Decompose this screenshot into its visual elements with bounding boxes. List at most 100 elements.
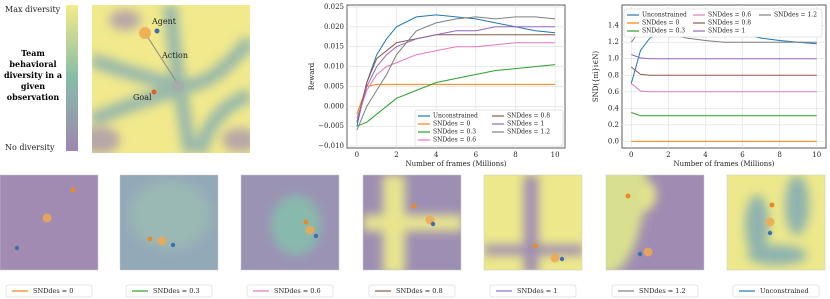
legend-label: SNDdes = 1 xyxy=(708,28,745,35)
goal-dot xyxy=(559,256,565,262)
legend-label: SNDdes = 0.3 xyxy=(642,28,685,35)
panel-heatmap xyxy=(241,175,339,270)
goal-label: Goal xyxy=(133,93,152,102)
series-line xyxy=(356,42,556,119)
panel-legend-box xyxy=(732,284,820,298)
legend-label: SNDdes = 0 xyxy=(642,20,679,27)
x-axis-label: Number of frames (Millions) xyxy=(673,160,774,168)
y-tick-label: 1.0 xyxy=(608,55,619,63)
panel-heatmap xyxy=(0,175,98,270)
panel-blob xyxy=(524,175,538,270)
series-line xyxy=(356,26,556,123)
legend-box xyxy=(414,109,564,147)
panel-legend-label: SNDdes = 0.3 xyxy=(153,287,200,295)
panel-blob xyxy=(745,195,769,255)
legend-label: SNDdes = 0.8 xyxy=(708,20,751,27)
panel-legend-label: SNDdes = 1 xyxy=(517,287,557,295)
y-tick-label: 0.2 xyxy=(608,121,619,129)
panel-legend-label: SNDdes = 0.8 xyxy=(396,287,443,295)
legend-label: SNDdes = 0.6 xyxy=(433,137,476,144)
x-tick-label: 6 xyxy=(474,151,479,159)
legend-label: SNDdes = 1 xyxy=(507,121,544,128)
series-line xyxy=(631,112,817,117)
legend-label: SNDdes = 0 xyxy=(433,121,470,128)
y-axis-label: Reward xyxy=(308,62,316,90)
agent-dot xyxy=(411,203,417,209)
y-tick-label: 0.005 xyxy=(324,82,344,90)
x-tick-label: 8 xyxy=(777,151,781,159)
y-tick-label: 0.025 xyxy=(324,3,344,11)
panel-blob xyxy=(747,245,807,265)
goal-dot xyxy=(170,242,176,248)
x-tick-label: 4 xyxy=(703,151,708,159)
series-line xyxy=(630,66,817,76)
panel-frame xyxy=(726,174,826,271)
panel-legend-box xyxy=(5,284,93,298)
panel-frame xyxy=(483,174,583,271)
legend-label: Unconstrained xyxy=(642,12,687,19)
agent-body xyxy=(765,217,775,227)
x-tick-label: 8 xyxy=(513,151,517,159)
panel-legend-label: SNDdes = 0.6 xyxy=(274,287,321,295)
series-line xyxy=(630,83,817,93)
panel-heatmap xyxy=(727,175,825,270)
panel-blobs xyxy=(606,175,656,270)
panel-heatmap xyxy=(484,175,582,270)
y-tick-label: 0.020 xyxy=(324,23,344,31)
panel-blob xyxy=(363,215,461,231)
agent-body xyxy=(157,236,167,246)
colorbar xyxy=(66,5,78,151)
y-tick-label: 1.2 xyxy=(608,38,619,46)
colorbar-top-label: Max diversity xyxy=(5,5,61,14)
agent-label: Agent xyxy=(151,17,177,26)
x-tick-label: 0 xyxy=(355,151,359,159)
x-tick-label: 2 xyxy=(666,151,670,159)
y-tick-label: −0.010 xyxy=(318,142,344,150)
y-axis-label: SND({πi}i∈N) xyxy=(592,51,600,103)
series-line xyxy=(356,64,556,127)
y-tick-label: −0.005 xyxy=(318,122,344,130)
series-line xyxy=(631,54,817,60)
panel-frame xyxy=(0,174,99,271)
panel-blob xyxy=(271,195,321,255)
y-tick-label: 0.0 xyxy=(608,137,619,145)
legend-label: SNDdes = 1.2 xyxy=(507,129,550,136)
agent-body xyxy=(42,213,52,223)
action-label: Action xyxy=(161,51,188,60)
panel-bg xyxy=(0,175,98,270)
y-tick-label: 0.4 xyxy=(608,104,620,112)
x-tick-label: 0 xyxy=(629,151,633,159)
panel-legend-label: SNDdes = 0 xyxy=(33,287,73,295)
panel-heatmap xyxy=(363,175,461,270)
panel-blob xyxy=(484,245,582,255)
goal-dot xyxy=(313,233,319,239)
panel-heatmap xyxy=(606,175,704,270)
panel-frame xyxy=(240,174,340,271)
colorbar-middle-label: Team behavioral diversity in a given obs… xyxy=(3,48,63,102)
legend-label: Unconstrained xyxy=(433,113,478,120)
y-tick-label: 0.8 xyxy=(608,71,619,79)
agent-dot xyxy=(303,219,309,225)
x-tick-label: 6 xyxy=(740,151,745,159)
panel-legend-box xyxy=(489,284,577,298)
panel-legend-label: SNDdes = 1.2 xyxy=(639,287,686,295)
panel-blobs xyxy=(130,180,210,250)
panel-blob xyxy=(606,175,646,270)
y-tick-label: 0.000 xyxy=(324,102,344,110)
panel-blob xyxy=(785,175,809,235)
legend-label: SNDdes = 0.8 xyxy=(507,113,550,120)
legend-label: SNDdes = 0.6 xyxy=(708,12,751,19)
agent-dot xyxy=(147,236,153,242)
panel-blobs xyxy=(271,195,321,255)
goal-dot xyxy=(14,245,20,251)
goal-dot xyxy=(637,251,643,257)
colorbar-bottom-label: No diversity xyxy=(5,143,55,152)
goal-dot xyxy=(430,221,436,227)
agent-body xyxy=(643,247,653,257)
diagram-heatmap xyxy=(92,5,250,153)
panel-legend-box xyxy=(125,284,213,298)
y-tick-label: 1.4 xyxy=(608,22,620,30)
y-tick-label: 0.010 xyxy=(324,63,344,71)
x-tick-label: 2 xyxy=(394,151,398,159)
